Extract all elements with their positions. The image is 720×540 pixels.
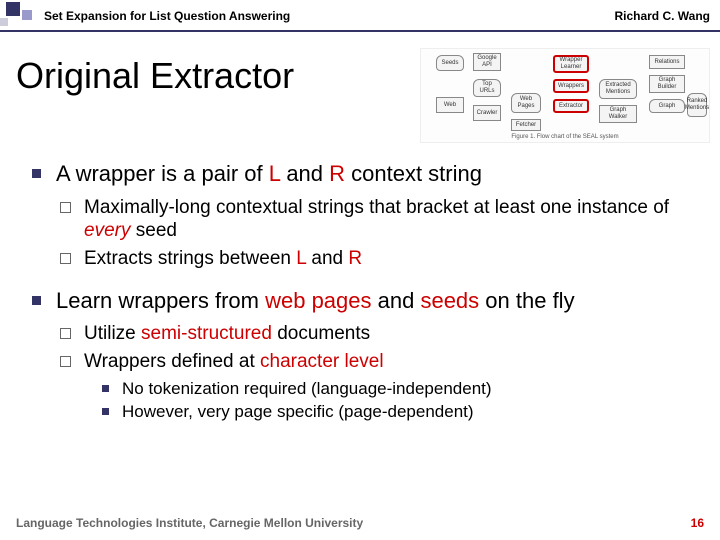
diagram-node-top: TopURLs: [473, 79, 501, 97]
header-decoration: [0, 0, 40, 32]
diagram-node-ranked: RankedMentions: [687, 93, 707, 117]
footer-institution: Language Technologies Institute, Carnegi…: [16, 516, 363, 530]
bullet-level-2: Utilize semi-structured documents: [58, 322, 692, 346]
diagram-node-extractor: Extractor: [553, 99, 589, 113]
content-body: A wrapper is a pair of L and R context s…: [28, 160, 692, 424]
diagram-node-wrappers: Wrappers: [553, 79, 589, 93]
diagram-node-pages: WebPages: [511, 93, 541, 113]
diagram-node-google: GoogleAPI: [473, 53, 501, 71]
bullet-level-2: Maximally-long contextual strings that b…: [58, 196, 692, 244]
diagram-node-wlearn: WrapperLearner: [553, 55, 589, 73]
slide-header: Set Expansion for List Question Answerin…: [0, 0, 720, 32]
slide-footer: Language Technologies Institute, Carnegi…: [16, 516, 704, 530]
diagram-node-relations: Relations: [649, 55, 685, 69]
bullet-level-1: Learn wrappers from web pages and seeds …: [28, 287, 692, 315]
diagram-node-seeds: Seeds: [436, 55, 464, 71]
page-number: 16: [691, 516, 704, 530]
bullet-level-3: However, very page specific (page-depend…: [98, 401, 692, 422]
bullet-level-2: Wrappers defined at character level: [58, 350, 692, 374]
diagram-node-web: Web: [436, 97, 464, 113]
bullet-level-3: No tokenization required (language-indep…: [98, 378, 692, 399]
flowchart-diagram: Figure 1. Flow chart of the SEAL system …: [420, 48, 710, 143]
header-title: Set Expansion for List Question Answerin…: [44, 9, 290, 23]
diagram-node-builder: GraphBuilder: [649, 75, 685, 93]
slide-title: Original Extractor: [16, 55, 294, 97]
bullet-level-1: A wrapper is a pair of L and R context s…: [28, 160, 692, 188]
diagram-node-walker: GraphWalker: [599, 105, 637, 123]
diagram-node-crawler: Crawler: [473, 105, 501, 121]
bullet-level-2: Extracts strings between L and R: [58, 247, 692, 271]
diagram-node-fetcher: Fetcher: [511, 119, 541, 131]
diagram-node-graph: Graph: [649, 99, 685, 113]
header-author: Richard C. Wang: [614, 9, 710, 23]
diagram-caption: Figure 1. Flow chart of the SEAL system: [421, 134, 709, 140]
diagram-node-mentions: ExtractedMentions: [599, 79, 637, 99]
